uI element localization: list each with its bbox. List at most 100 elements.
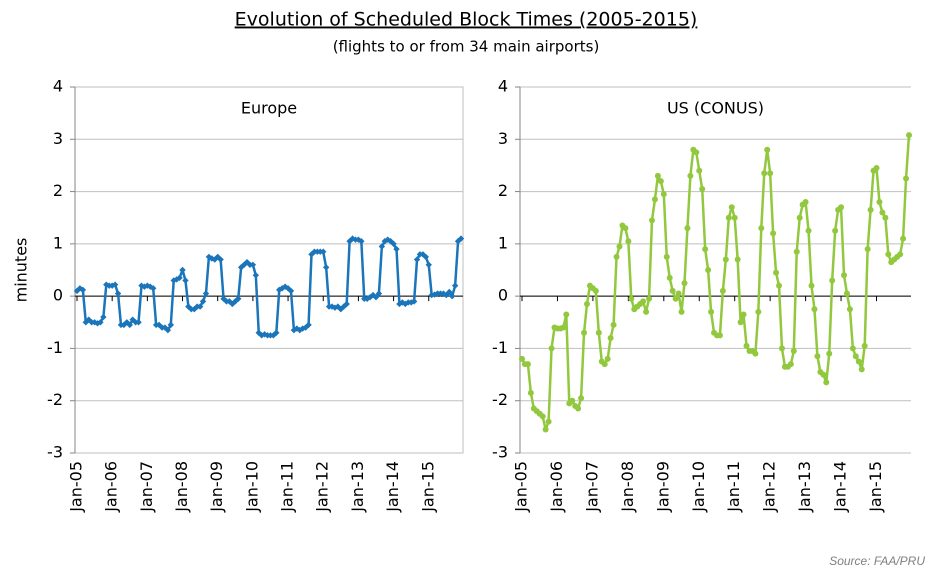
y-tick-label: -3 <box>47 443 63 462</box>
marker <box>790 348 797 355</box>
x-tick-label: Jan-14 <box>383 461 402 513</box>
marker <box>728 204 735 211</box>
marker <box>235 295 242 302</box>
marker <box>900 235 907 242</box>
marker <box>787 361 794 368</box>
marker <box>595 329 602 336</box>
x-tick-label: Jan-05 <box>67 461 86 513</box>
marker <box>646 295 653 302</box>
marker <box>167 321 175 329</box>
x-tick-label: Jan-08 <box>618 461 637 513</box>
marker <box>660 191 667 198</box>
y-tick-label: -1 <box>492 338 508 357</box>
marker <box>773 269 780 276</box>
y-tick-label: 2 <box>53 181 63 200</box>
x-tick-label: Jan-15 <box>418 461 437 513</box>
marker <box>657 178 664 185</box>
marker <box>542 426 549 433</box>
marker <box>832 227 839 234</box>
y-tick-label: 1 <box>498 233 508 252</box>
marker <box>583 300 590 307</box>
marker <box>805 227 812 234</box>
marker <box>903 175 910 182</box>
marker <box>737 319 744 326</box>
y-axis-label: minutes <box>12 238 31 303</box>
marker <box>539 413 546 420</box>
marker <box>545 418 552 425</box>
marker <box>604 355 611 362</box>
marker <box>666 274 673 281</box>
chart-subtitle: (flights to or from 34 main airports) <box>333 38 600 56</box>
marker <box>126 321 133 329</box>
marker <box>287 287 295 295</box>
marker <box>761 170 768 177</box>
x-tick-label: Jan-05 <box>512 461 531 513</box>
marker <box>320 248 327 255</box>
marker <box>381 238 388 245</box>
x-tick-label: Jan-06 <box>102 461 121 513</box>
marker <box>202 290 210 297</box>
series-line <box>520 135 911 431</box>
marker <box>114 290 122 297</box>
marker <box>355 236 362 243</box>
y-tick-label: -1 <box>47 338 63 357</box>
chart-title: Evolution of Scheduled Block Times (2005… <box>235 9 698 31</box>
marker <box>651 196 658 203</box>
marker <box>725 214 732 221</box>
marker <box>767 170 774 177</box>
marker <box>755 308 762 315</box>
x-tick-label: Jan-12 <box>760 461 779 513</box>
marker <box>846 306 853 313</box>
marker <box>384 236 391 243</box>
marker <box>390 240 397 248</box>
marker <box>616 243 623 250</box>
marker <box>696 167 703 174</box>
marker <box>855 358 862 365</box>
marker <box>861 342 868 349</box>
marker <box>852 353 859 360</box>
marker <box>906 132 912 139</box>
x-tick-label: Jan-09 <box>207 461 226 513</box>
marker <box>708 308 715 315</box>
marker <box>699 185 706 192</box>
marker <box>519 355 525 362</box>
marker <box>681 280 688 287</box>
x-tick-label: Jan-10 <box>689 461 708 513</box>
marker <box>808 282 815 289</box>
y-tick-label: -3 <box>492 443 508 462</box>
marker <box>164 326 172 334</box>
marker <box>702 246 709 253</box>
y-tick-label: 4 <box>53 77 63 96</box>
marker <box>569 397 576 404</box>
marker <box>581 329 588 336</box>
x-tick-label: Jan-07 <box>137 461 156 513</box>
marker <box>758 225 765 232</box>
marker <box>897 251 904 258</box>
marker <box>161 324 169 331</box>
marker <box>705 267 712 273</box>
marker <box>826 350 833 357</box>
marker <box>778 345 785 352</box>
marker <box>802 199 809 206</box>
y-tick-label: -2 <box>47 390 63 409</box>
marker <box>823 379 830 386</box>
x-tick-label: Jan-08 <box>172 461 191 513</box>
marker <box>176 274 183 282</box>
marker <box>829 277 836 284</box>
marker <box>457 235 465 242</box>
marker <box>849 345 856 352</box>
marker <box>208 255 216 262</box>
x-tick-label: Jan-06 <box>547 461 566 513</box>
marker <box>793 248 800 255</box>
marker <box>173 276 180 283</box>
marker <box>610 321 617 328</box>
x-tick-label: Jan-15 <box>866 461 885 513</box>
x-tick-label: Jan-11 <box>724 461 743 513</box>
marker <box>876 199 883 206</box>
marker <box>716 332 723 339</box>
marker <box>675 290 682 297</box>
x-tick-label: Jan-10 <box>242 461 261 513</box>
x-tick-label: Jan-11 <box>278 461 297 513</box>
marker <box>578 395 585 402</box>
marker <box>378 243 386 250</box>
